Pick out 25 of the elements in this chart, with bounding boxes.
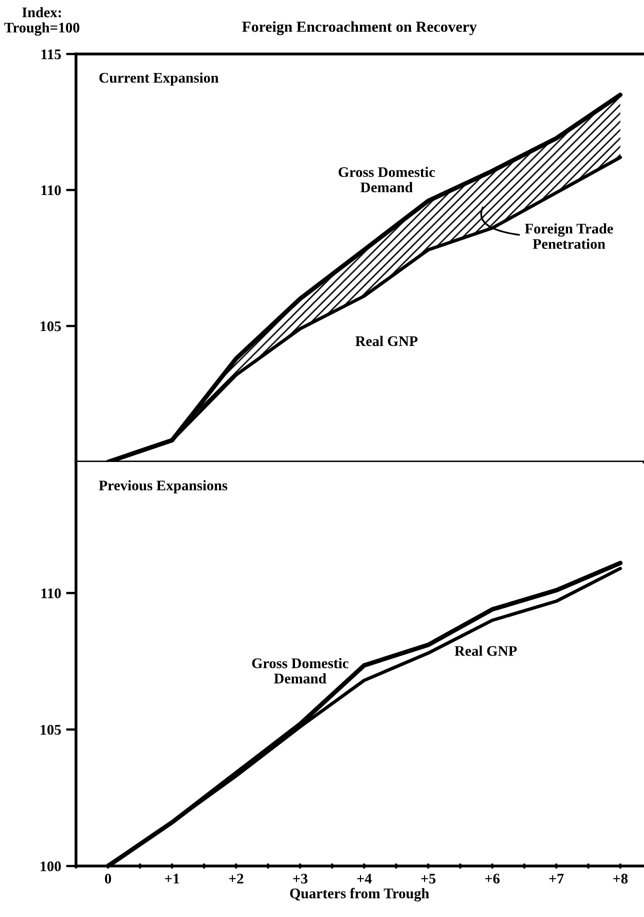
series-label: Gross Domestic Demand: [338, 166, 435, 192]
y-tick-label: 110: [42, 588, 61, 598]
y-tick-label: 100: [40, 861, 61, 872]
series-label: Gross Domestic Demand: [252, 658, 348, 684]
x-tick-label: +2: [229, 874, 244, 884]
text: Current Expansion: [99, 72, 219, 86]
y-axis-title: Index: Trough=100: [4, 7, 80, 36]
chart-title: Foreign Encroachment on Recovery: [242, 21, 477, 36]
y-tick-label: 115: [42, 49, 61, 60]
x-tick-label: +5: [421, 874, 436, 884]
y-tick-label: 110: [42, 185, 61, 196]
y-tick-label: 105: [40, 724, 61, 735]
x-tick-label: +8: [613, 874, 628, 884]
x-axis-title: Quarters from Trough: [290, 888, 430, 902]
annotation: Foreign Trade Penetration: [524, 223, 614, 249]
x-tick-label: +4: [357, 874, 372, 884]
x-tick-label: +3: [293, 874, 308, 884]
text: Previous Expansions: [98, 480, 228, 494]
text: Real GNP: [355, 336, 418, 346]
x-tick-label: 0: [104, 874, 112, 884]
x-tick-label: +7: [549, 874, 564, 884]
x-tick-label: +1: [165, 874, 180, 884]
y-tick-label: 105: [40, 321, 61, 332]
series-label: Real GNP: [454, 646, 517, 656]
x-tick-label: +6: [485, 874, 500, 884]
